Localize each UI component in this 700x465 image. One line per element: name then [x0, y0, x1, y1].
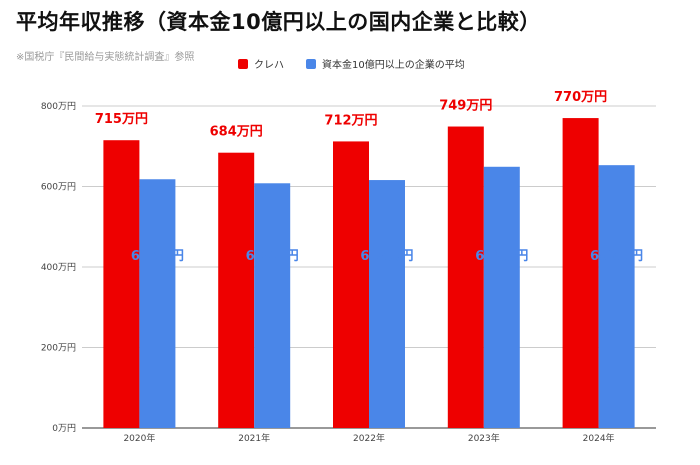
data-label: 712万円	[324, 113, 377, 128]
data-label: 649万円	[475, 249, 528, 264]
bar	[562, 118, 599, 428]
bar	[103, 140, 140, 428]
legend-label-kureha: クレハ	[254, 60, 284, 71]
legend-swatch-average	[306, 58, 316, 69]
y-tick-label: 200万円	[41, 343, 76, 354]
chart-title: 平均年収推移（資本金10億円以上の国内企業と比較）	[16, 10, 541, 34]
legend-label-average: 資本金10億円以上の企業の平均	[322, 60, 465, 71]
y-tick-label: 400万円	[41, 262, 76, 273]
data-label: 616万円	[360, 249, 413, 264]
data-label: 653万円	[590, 249, 643, 264]
y-tick-label: 0万円	[52, 423, 76, 434]
x-tick-label: 2021年	[238, 432, 270, 444]
source-note: ※国税庁『民間給与実態統計調査』参照	[16, 52, 195, 63]
data-label: 749万円	[439, 99, 492, 114]
data-label: 618万円	[131, 249, 184, 264]
bar	[139, 179, 176, 428]
data-label: 715万円	[95, 112, 148, 127]
legend-item-average: 資本金10億円以上の企業の平均	[306, 56, 465, 71]
bar	[369, 180, 405, 428]
bar	[254, 183, 291, 428]
data-label: 608万円	[246, 249, 299, 264]
data-label: 684万円	[210, 125, 263, 140]
legend-item-kureha: クレハ	[238, 56, 284, 71]
x-tick-label: 2020年	[123, 432, 155, 444]
bar	[598, 165, 635, 429]
x-tick-label: 2022年	[353, 432, 385, 444]
legend-swatch-kureha	[238, 58, 248, 69]
y-tick-label: 600万円	[41, 182, 76, 193]
x-tick-label: 2024年	[583, 432, 615, 444]
x-tick-label: 2023年	[468, 432, 500, 444]
data-label: 770万円	[554, 90, 607, 105]
legend: クレハ 資本金10億円以上の企業の平均	[238, 56, 487, 71]
bar	[333, 141, 369, 429]
bar	[483, 166, 520, 428]
bar	[447, 126, 484, 428]
y-tick-label: 800万円	[41, 101, 76, 112]
bar	[218, 152, 255, 428]
